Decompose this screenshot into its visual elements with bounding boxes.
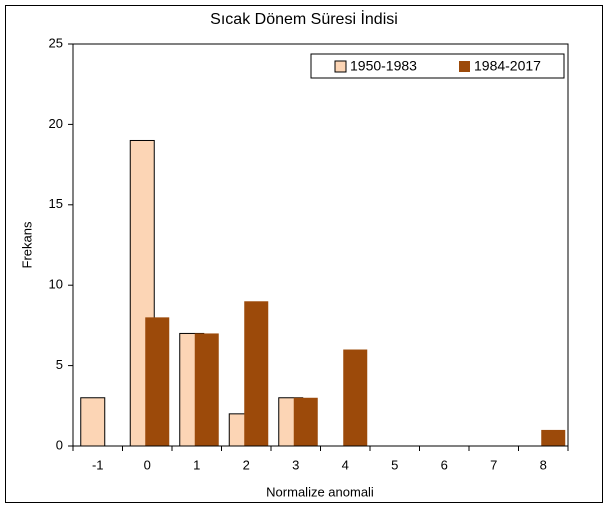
chart-title: Sıcak Dönem Süresi İndisi xyxy=(210,9,398,28)
x-tick-label: 2 xyxy=(243,457,250,472)
bar xyxy=(80,397,106,447)
bar xyxy=(343,349,368,446)
y-tick-label: 0 xyxy=(56,437,63,452)
y-axis-label: Frekans xyxy=(19,221,34,268)
bar xyxy=(145,317,170,446)
x-tick-label: 1 xyxy=(193,457,200,472)
x-tick-label: 8 xyxy=(540,457,547,472)
x-axis-label: Normalize anomali xyxy=(266,484,374,499)
legend-label: 1950-1983 xyxy=(350,58,417,74)
bar xyxy=(293,397,318,446)
x-tick-label: 5 xyxy=(391,457,398,472)
x-tick-label: 7 xyxy=(490,457,497,472)
x-tick-label: 0 xyxy=(144,457,151,472)
y-tick-label: 20 xyxy=(49,116,63,131)
legend-swatch xyxy=(334,60,347,73)
legend-swatch xyxy=(459,61,470,72)
x-tick-label: 3 xyxy=(292,457,299,472)
legend-label: 1984-2017 xyxy=(474,58,541,74)
bar xyxy=(194,333,219,446)
y-tick-label: 10 xyxy=(49,277,63,292)
bar xyxy=(541,429,566,446)
x-tick-label: -1 xyxy=(92,457,104,472)
legend-box xyxy=(310,53,565,79)
bar xyxy=(244,301,269,446)
y-tick-label: 25 xyxy=(49,35,63,50)
x-tick-label: 4 xyxy=(342,457,349,472)
y-tick-label: 15 xyxy=(49,196,63,211)
y-tick-label: 5 xyxy=(56,357,63,372)
plot-frame xyxy=(72,43,569,447)
x-tick-label: 6 xyxy=(441,457,448,472)
